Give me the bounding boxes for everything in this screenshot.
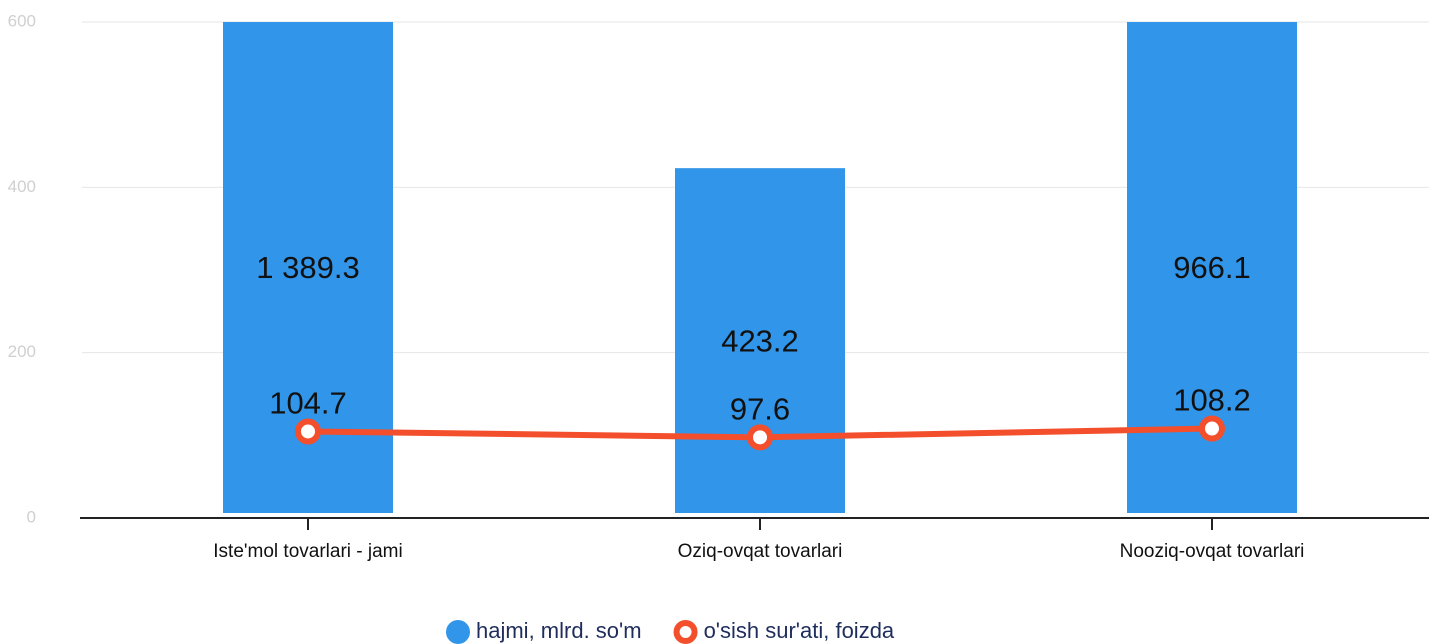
bar-value-label: 1 389.3 xyxy=(256,250,359,285)
y-tick-label: 400 xyxy=(8,177,36,196)
bar xyxy=(675,168,845,513)
bar-value-label: 423.2 xyxy=(721,323,799,358)
x-tick-label: Iste'mol tovarlari - jami xyxy=(213,541,402,562)
line-marker xyxy=(747,424,773,451)
legend-label: hajmi, mlrd. so'm xyxy=(476,618,642,643)
line-marker xyxy=(295,418,321,445)
line-value-label: 104.7 xyxy=(269,386,347,421)
line-value-label: 97.6 xyxy=(730,392,790,427)
bars xyxy=(223,22,1297,514)
line-value-label: 108.2 xyxy=(1173,383,1251,418)
y-tick-label: 600 xyxy=(8,11,36,30)
legend-swatch xyxy=(673,620,698,644)
legend-label: o'sish sur'ati, foizda xyxy=(704,618,895,643)
legend-swatch xyxy=(446,620,470,644)
y-tick-label: 0 xyxy=(27,507,36,526)
bar-value-label: 966.1 xyxy=(1173,250,1251,285)
x-tick-label: Oziq-ovqat tovarlari xyxy=(678,541,843,562)
y-tick-label: 200 xyxy=(8,342,36,361)
x-tick-label: Nooziq-ovqat tovarlari xyxy=(1120,541,1305,562)
line-marker xyxy=(1199,415,1225,442)
